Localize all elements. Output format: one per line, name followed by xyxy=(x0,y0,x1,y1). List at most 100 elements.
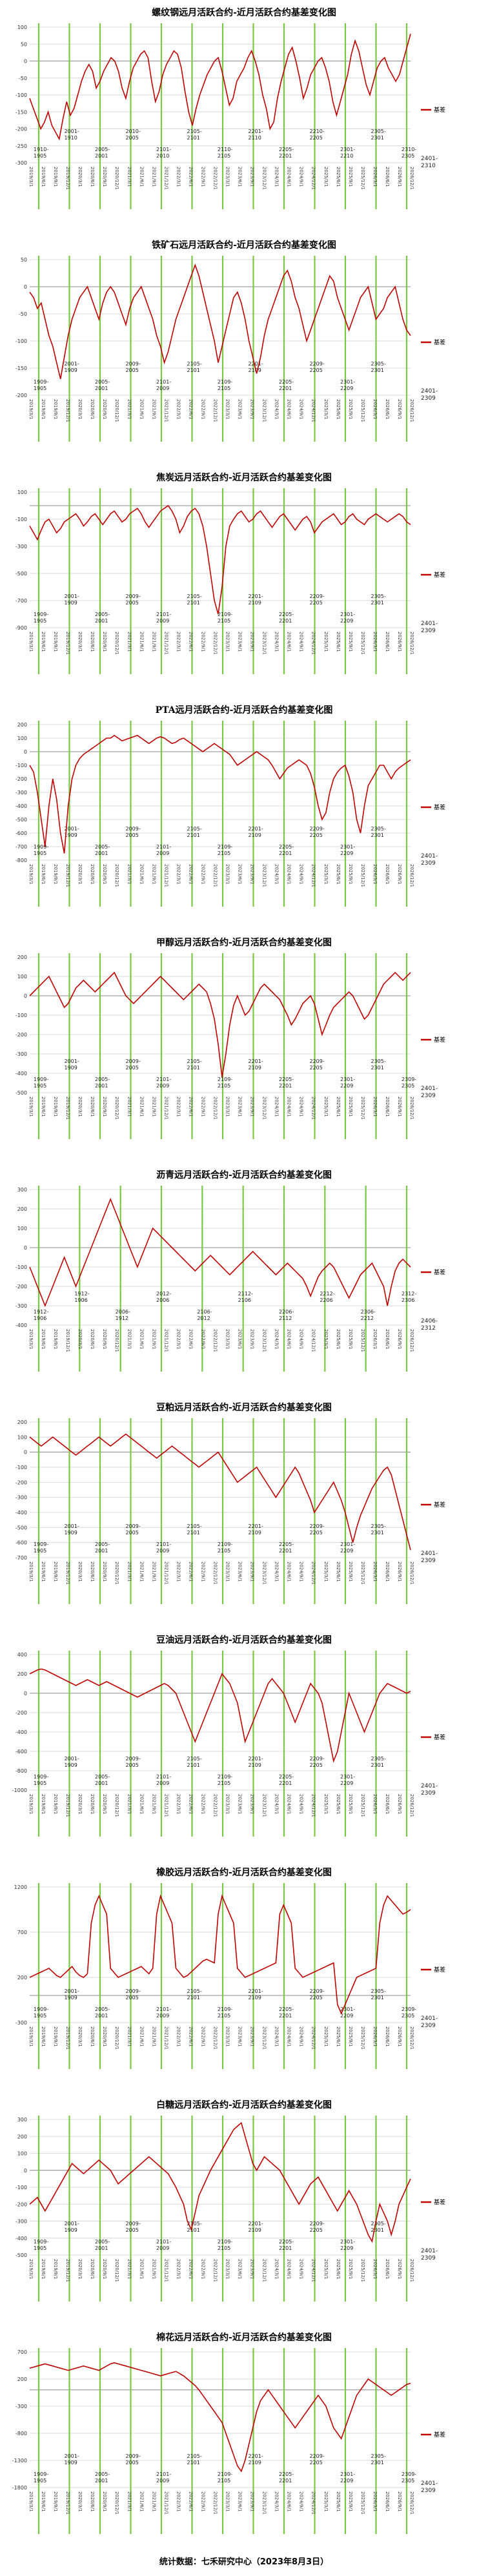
chart-title: 焦炭远月活跃合约-近月活跃合约基差变化图 xyxy=(156,472,332,483)
x-tick-label: 2020/6/1 xyxy=(90,1794,95,1814)
band-label: 2201- xyxy=(249,129,263,134)
chart-svg: 甲醇远月活跃合约-近月活跃合约基差变化图 -500 -400 -300 -200 -100… xyxy=(15,937,445,1139)
band-label: 2005 xyxy=(126,2460,139,2466)
band-label: 2005 xyxy=(126,1530,139,1536)
x-tick-label: 2022/12/1 xyxy=(213,1561,218,1585)
band-label: 2005 xyxy=(126,1995,139,2001)
x-tick-label: 2022/6/1 xyxy=(188,1794,193,1814)
band-label: 1905 xyxy=(34,2478,46,2484)
x-tick-label: 2019/9/1 xyxy=(53,2491,58,2511)
legend-label: 基差 xyxy=(434,1733,445,1741)
y-tick-label: 200 xyxy=(17,1206,27,1212)
chart-panel: 白糖远月活跃合约-近月活跃合约基差变化图 -500 -400 -300 -200 -100… xyxy=(0,2094,488,2326)
band-label: 2001 xyxy=(95,2013,108,2019)
band-label: 2101- xyxy=(156,1774,171,1780)
x-tick-label: 2022/3/1 xyxy=(176,2259,181,2279)
x-tick-label: 2021/6/1 xyxy=(139,632,144,652)
series-line-basis xyxy=(29,263,411,379)
x-tick-label: 2019/9/1 xyxy=(53,864,58,884)
x-tick-label: 2022/12/1 xyxy=(213,399,218,422)
x-tick-label: 2022/3/1 xyxy=(176,399,181,419)
x-tick-label: 2024/6/1 xyxy=(287,632,292,652)
y-tick-label: -100 xyxy=(15,1013,27,1018)
x-tick-label: 2023/6/1 xyxy=(238,1097,243,1117)
band-label: 2201- xyxy=(249,593,263,599)
x-tick-label: 2025/9/1 xyxy=(348,632,353,652)
series-line-basis xyxy=(29,504,411,615)
x-tick-label: 2023/3/1 xyxy=(225,1329,230,1349)
band-label: 1909 xyxy=(65,1065,77,1071)
x-tick-label: 2026/3/1 xyxy=(372,632,378,652)
side-contract-label: 2309 xyxy=(421,2488,436,2494)
x-tick-label: 2020/12/1 xyxy=(114,1561,119,1585)
y-tick-label: -300 xyxy=(15,160,27,166)
band-label: 2305- xyxy=(371,1058,386,1064)
x-tick-label: 2025/3/1 xyxy=(323,2259,329,2279)
x-tick-label: 2022/9/1 xyxy=(201,2026,206,2046)
y-tick-label: -200 xyxy=(15,393,27,398)
band-label: 2205- xyxy=(279,1077,294,1082)
x-tick-label: 2026/3/1 xyxy=(372,1794,378,1814)
band-label: 2005- xyxy=(95,379,110,385)
band-label: 2001- xyxy=(65,826,79,832)
x-tick-label: 2024/6/1 xyxy=(287,864,292,884)
x-tick-label: 2020/6/1 xyxy=(90,632,95,652)
band-label: 2301- xyxy=(340,1077,355,1082)
series-line-basis xyxy=(29,2121,411,2243)
y-tick-label: -600 xyxy=(15,1749,27,1755)
band-label: 2301- xyxy=(340,1541,355,1547)
band-label: 2305 xyxy=(402,1083,414,1089)
band-label: 2105- xyxy=(187,2221,202,2227)
band-label: 2105- xyxy=(187,361,202,367)
x-tick-label: 2022/3/1 xyxy=(176,2026,181,2046)
x-tick-label: 2021/6/1 xyxy=(139,1561,144,1582)
x-tick-label: 2022/12/1 xyxy=(213,1097,218,1120)
x-tick-label: 2024/9/1 xyxy=(299,167,304,187)
band-label: 2009- xyxy=(126,826,141,832)
chart-svg: 焦炭远月活跃合约-近月活跃合约基差变化图 -900 -700 -500 -300 -100… xyxy=(15,472,445,674)
y-tick-label: -500 xyxy=(15,1525,27,1530)
x-tick-label: 2023/6/1 xyxy=(238,2259,243,2279)
band-label: 2305 xyxy=(402,2478,414,2484)
x-tick-label: 2021/9/1 xyxy=(151,1561,156,1582)
x-tick-label: 2019/6/1 xyxy=(41,167,46,187)
y-tick-label: -800 xyxy=(15,2431,27,2437)
x-tick-label: 2025/9/1 xyxy=(348,399,353,419)
band-label: 2201- xyxy=(249,2221,263,2227)
y-tick-label: 100 xyxy=(17,1434,27,1440)
band-label: 2205- xyxy=(279,612,294,617)
x-tick-label: 2022/6/1 xyxy=(188,632,193,652)
band-label: 1909- xyxy=(34,1077,48,1082)
side-contract-label: 2401- xyxy=(421,2480,438,2487)
y-tick-label: 0 xyxy=(24,749,27,755)
x-tick-label: 2023/6/1 xyxy=(238,1561,243,1582)
band-label: 2301- xyxy=(340,379,355,385)
y-tick-label: -300 xyxy=(15,2020,27,2026)
side-contract-label: 2310 xyxy=(421,163,436,169)
band-label: 1909- xyxy=(34,379,48,385)
x-tick-label: 2019/9/1 xyxy=(53,632,58,652)
y-tick-label: -300 xyxy=(15,2219,27,2225)
band-label: 2109- xyxy=(218,1077,232,1082)
x-tick-label: 2025/6/1 xyxy=(336,632,341,652)
band-label: 2001 xyxy=(95,618,108,624)
x-tick-label: 2022/6/1 xyxy=(188,399,193,419)
band-label: 2001 xyxy=(95,850,108,856)
x-tick-label: 2026/6/1 xyxy=(385,167,390,187)
band-label: 2101 xyxy=(187,2460,200,2466)
y-tick-label: -1800 xyxy=(12,2485,27,2491)
band-label: 2005- xyxy=(95,147,110,152)
y-tick-label: -900 xyxy=(15,625,27,631)
x-tick-label: 2020/9/1 xyxy=(102,2491,107,2511)
band-label: 2105- xyxy=(187,593,202,599)
band-label: 2209- xyxy=(310,1058,325,1064)
band-label: 2201 xyxy=(279,1083,292,1089)
x-tick-label: 2023/9/1 xyxy=(250,399,255,419)
x-tick-label: 2025/12/1 xyxy=(360,2026,365,2050)
chart-panel: 甲醇远月活跃合约-近月活跃合约基差变化图 -500 -400 -300 -200 -100… xyxy=(0,931,488,1164)
x-tick-label: 2020/3/1 xyxy=(77,1794,83,1814)
band-label: 2101 xyxy=(187,600,200,606)
band-label: 2009 xyxy=(156,1548,169,1554)
band-label: 2109 xyxy=(249,1065,261,1071)
band-label: 2105 xyxy=(218,1083,230,1089)
